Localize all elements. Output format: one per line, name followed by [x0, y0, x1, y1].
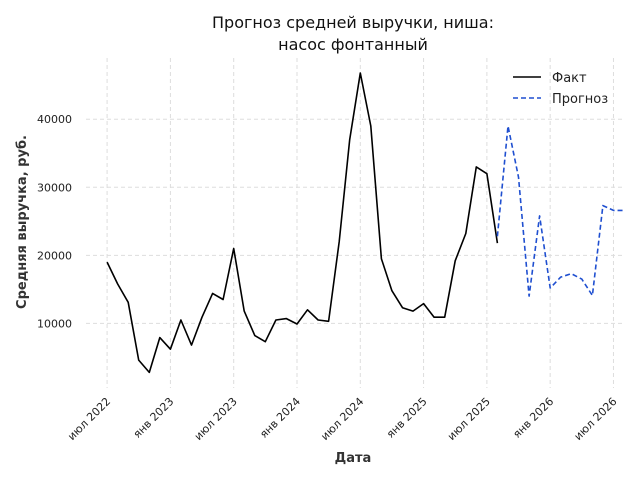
data-point-fact: [327, 320, 329, 322]
x-tick-label: июл 2024: [318, 395, 366, 443]
data-point-forecast: [549, 287, 551, 289]
legend: Факт Прогноз: [513, 71, 608, 107]
data-point-fact: [285, 317, 287, 319]
chart-title-line-2: насос фонтанный: [278, 35, 428, 54]
data-point-fact: [296, 323, 298, 325]
data-point-forecast: [623, 209, 625, 211]
data-point-forecast: [517, 176, 519, 178]
x-tick-label: янв 2026: [510, 395, 556, 441]
data-point-forecast: [602, 204, 604, 206]
data-point-forecast: [560, 276, 562, 278]
data-point-fact: [349, 138, 351, 140]
x-tick-label: июл 2023: [192, 395, 240, 443]
data-point-fact: [264, 341, 266, 343]
data-point-forecast: [570, 273, 572, 275]
series-lines: [106, 72, 625, 374]
x-tick-label: янв 2024: [257, 395, 303, 441]
data-point-fact: [233, 247, 235, 249]
data-point-fact: [422, 302, 424, 304]
data-point-fact: [116, 283, 118, 285]
data-point-forecast: [507, 125, 509, 127]
x-tick-label: июл 2026: [572, 395, 620, 443]
data-point-forecast: [496, 235, 498, 237]
y-axis-ticks: 10000 20000 30000 40000: [37, 113, 72, 330]
data-point-forecast: [528, 295, 530, 297]
series-line-fact: [106, 72, 499, 374]
chart-title-line-1: Прогноз средней выручки, ниша:: [212, 13, 494, 32]
data-point-fact: [486, 173, 488, 175]
data-point-fact: [454, 260, 456, 262]
data-point-fact: [106, 261, 108, 263]
x-axis-label: Дата: [335, 451, 372, 466]
data-point-fact: [465, 232, 467, 234]
data-point-fact: [169, 348, 171, 350]
x-axis-ticks: июл 2022 янв 2023 июл 2023 янв 2024 июл 2024…: [65, 395, 619, 443]
x-tick-label: янв 2023: [131, 395, 177, 441]
legend-label-fact: Факт: [552, 71, 587, 86]
y-tick-label: 10000: [37, 317, 72, 330]
data-point-forecast: [591, 294, 593, 296]
data-point-fact: [211, 292, 213, 294]
data-point-fact: [401, 307, 403, 309]
data-point-fact: [254, 334, 256, 336]
data-point-fact: [243, 310, 245, 312]
data-point-fact: [391, 290, 393, 292]
data-point-fact: [359, 72, 361, 74]
data-point-fact: [275, 319, 277, 321]
data-point-fact: [433, 316, 435, 318]
data-point-fact: [338, 241, 340, 243]
y-axis-label: Средняя выручка, руб.: [15, 135, 30, 309]
data-point-fact: [306, 309, 308, 311]
data-point-fact: [380, 258, 382, 260]
y-tick-label: 40000: [37, 113, 72, 126]
legend-label-forecast: Прогноз: [552, 92, 608, 107]
data-point-forecast: [612, 209, 614, 211]
data-point-fact: [159, 336, 161, 338]
y-tick-label: 20000: [37, 249, 72, 262]
data-point-fact: [222, 298, 224, 300]
data-point-fact: [190, 344, 192, 346]
x-tick-label: янв 2025: [384, 395, 430, 441]
data-point-fact: [475, 166, 477, 168]
data-point-forecast: [581, 278, 583, 280]
x-tick-label: июл 2022: [65, 395, 113, 443]
data-point-forecast: [538, 215, 540, 217]
y-tick-label: 30000: [37, 181, 72, 194]
series-line-forecast: [496, 125, 624, 297]
x-tick-label: июл 2025: [445, 395, 493, 443]
data-point-fact: [180, 319, 182, 321]
data-point-fact: [148, 371, 150, 373]
data-point-fact: [496, 242, 498, 244]
data-point-fact: [317, 319, 319, 321]
data-point-fact: [412, 310, 414, 312]
data-point-fact: [444, 316, 446, 318]
data-point-fact: [201, 316, 203, 318]
data-point-fact: [138, 359, 140, 361]
data-point-fact: [370, 125, 372, 127]
data-point-fact: [127, 301, 129, 303]
